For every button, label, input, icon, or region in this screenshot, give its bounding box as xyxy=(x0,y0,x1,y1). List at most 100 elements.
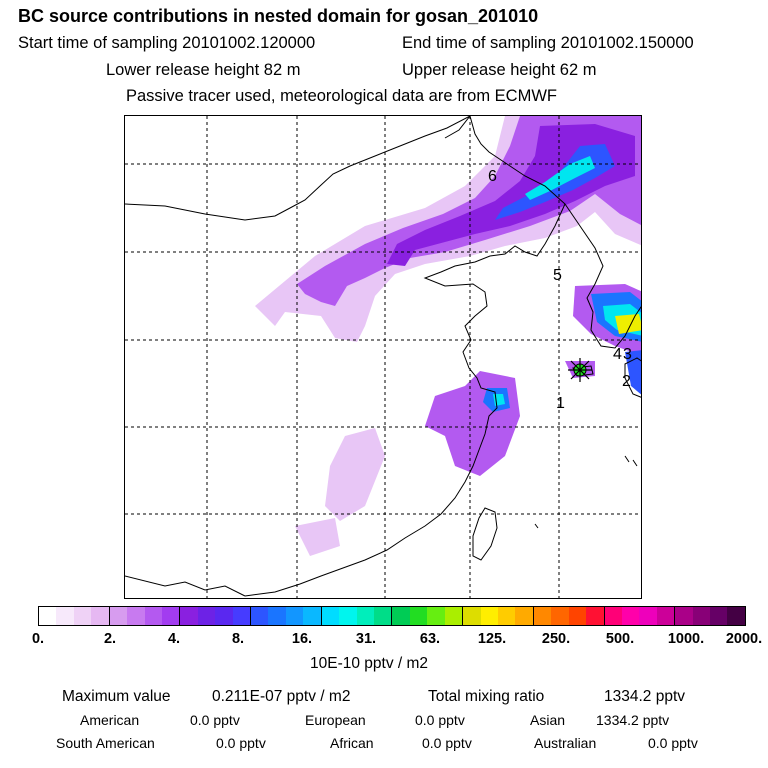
colorbar xyxy=(38,606,746,626)
plume-shanghai-cyan xyxy=(493,394,505,406)
colorbar-swatch xyxy=(621,607,640,625)
colorbar-swatch xyxy=(356,607,375,625)
colorbar-tick: 0. xyxy=(31,631,45,647)
colorbar-swatch xyxy=(127,607,145,625)
colorbar-tick: 16. xyxy=(291,631,313,647)
colorbar-swatch xyxy=(533,607,552,625)
colorbar-swatch xyxy=(692,607,711,625)
colorbar-swatch xyxy=(639,607,657,625)
colorbar-tick: 250. xyxy=(541,631,571,647)
border-inland xyxy=(125,575,246,597)
graticule xyxy=(125,116,641,598)
colorbar-swatch xyxy=(56,607,74,625)
plume-korea-yellow xyxy=(615,314,641,334)
coastline-china-north xyxy=(125,116,471,221)
colorbar-unit: 10E-10 pptv / m2 xyxy=(310,655,429,672)
asian-value: 1334.2 pptv xyxy=(596,712,670,728)
coastline-korea xyxy=(564,203,641,349)
european-label: European xyxy=(305,712,366,728)
colorbar-swatch xyxy=(303,607,322,625)
colorbar-tick: 8. xyxy=(231,631,245,647)
australian-value: 0.0 pptv xyxy=(648,735,698,751)
plume-east-china-purple xyxy=(425,371,520,476)
colorbar-swatch xyxy=(427,607,445,625)
colorbar-tick: 63. xyxy=(419,631,441,647)
colorbar-tick: 1000. xyxy=(667,631,705,647)
colorbar-swatch xyxy=(197,607,216,625)
colorbar-swatch xyxy=(710,607,728,625)
tracer-note: Passive tracer used, meteorological data… xyxy=(126,87,557,105)
colorbar-swatch xyxy=(339,607,357,625)
coastline-japan xyxy=(624,357,641,398)
total-mixing-ratio-label: Total mixing ratio xyxy=(428,688,545,705)
colorbar-swatch xyxy=(409,607,428,625)
colorbar-swatch xyxy=(551,607,569,625)
total-mixing-ratio-value: 1334.2 pptv xyxy=(604,688,686,705)
colorbar-swatch xyxy=(586,607,605,625)
colorbar-swatch xyxy=(251,607,269,625)
plume-band-cyan xyxy=(525,156,595,200)
colorbar-swatch xyxy=(109,607,128,625)
colorbar-swatch xyxy=(215,607,233,625)
colorbar-swatch xyxy=(268,607,286,625)
colorbar-swatch xyxy=(285,607,304,625)
receptor-marker xyxy=(568,358,592,382)
colorbar-swatch xyxy=(39,607,57,625)
border-north xyxy=(444,116,471,139)
asian-label: Asian xyxy=(530,712,566,728)
colorbar-tick: 500. xyxy=(605,631,635,647)
map-svg: 1 2 3 4 5 6 xyxy=(125,116,641,598)
colorbar-tick: 31. xyxy=(355,631,377,647)
colorbar-swatch xyxy=(144,607,162,625)
colorbar-swatch xyxy=(392,607,410,625)
island-small-1 xyxy=(534,455,638,529)
upper-release-height-label: Upper release height 62 m xyxy=(402,61,597,79)
region-label-4: 4 xyxy=(613,346,622,363)
colorbar-swatch xyxy=(321,607,340,625)
colorbar-swatch xyxy=(73,607,92,625)
south-american-label: South American xyxy=(56,735,155,751)
colorbar-tick: 125. xyxy=(477,631,507,647)
colorbar-swatch xyxy=(91,607,110,625)
lower-release-height-label: Lower release height 82 m xyxy=(106,61,301,79)
colorbar-swatch xyxy=(480,607,498,625)
colorbar-swatch xyxy=(180,607,198,625)
map-panel: 1 2 3 4 5 6 xyxy=(124,115,642,599)
colorbar-swatch xyxy=(463,607,481,625)
colorbar-swatch xyxy=(568,607,587,625)
plume-east-china-light xyxy=(295,428,385,556)
american-value: 0.0 pptv xyxy=(190,712,240,728)
colorbar-swatch xyxy=(727,607,745,625)
sampling-end-label: End time of sampling 20101002.150000 xyxy=(402,34,694,52)
region-label-2: 2 xyxy=(622,373,631,390)
colorbar-swatch xyxy=(232,607,252,625)
region-label-6: 6 xyxy=(488,168,497,185)
colorbar-tick: 2. xyxy=(103,631,117,647)
south-american-value: 0.0 pptv xyxy=(216,735,266,751)
colorbar-swatch xyxy=(374,607,393,625)
colorbar-tick: 4. xyxy=(167,631,181,647)
colorbar-swatch xyxy=(604,607,622,625)
coastline-taiwan xyxy=(472,507,498,561)
colorbar-swatch xyxy=(656,607,676,625)
colorbar-swatch xyxy=(497,607,516,625)
sampling-start-label: Start time of sampling 20101002.120000 xyxy=(18,34,316,52)
region-label-3: 3 xyxy=(623,346,632,363)
african-value: 0.0 pptv xyxy=(422,735,472,751)
african-label: African xyxy=(330,735,374,751)
colorbar-tick: 2000. xyxy=(725,631,763,647)
colorbar-swatch xyxy=(161,607,181,625)
colorbar-swatch xyxy=(675,607,693,625)
colorbar-swatch xyxy=(515,607,534,625)
max-value: 0.211E-07 pptv / m2 xyxy=(212,688,351,705)
australian-label: Australian xyxy=(534,735,597,751)
region-label-5: 5 xyxy=(553,267,562,284)
american-label: American xyxy=(80,712,140,728)
european-value: 0.0 pptv xyxy=(415,712,465,728)
plume-layer xyxy=(255,116,641,556)
max-value-label: Maximum value xyxy=(62,688,171,705)
chart-title: BC source contributions in nested domain… xyxy=(18,6,539,26)
colorbar-swatch xyxy=(444,607,464,625)
region-label-1: 1 xyxy=(556,395,565,412)
plume-japan xyxy=(625,350,641,395)
